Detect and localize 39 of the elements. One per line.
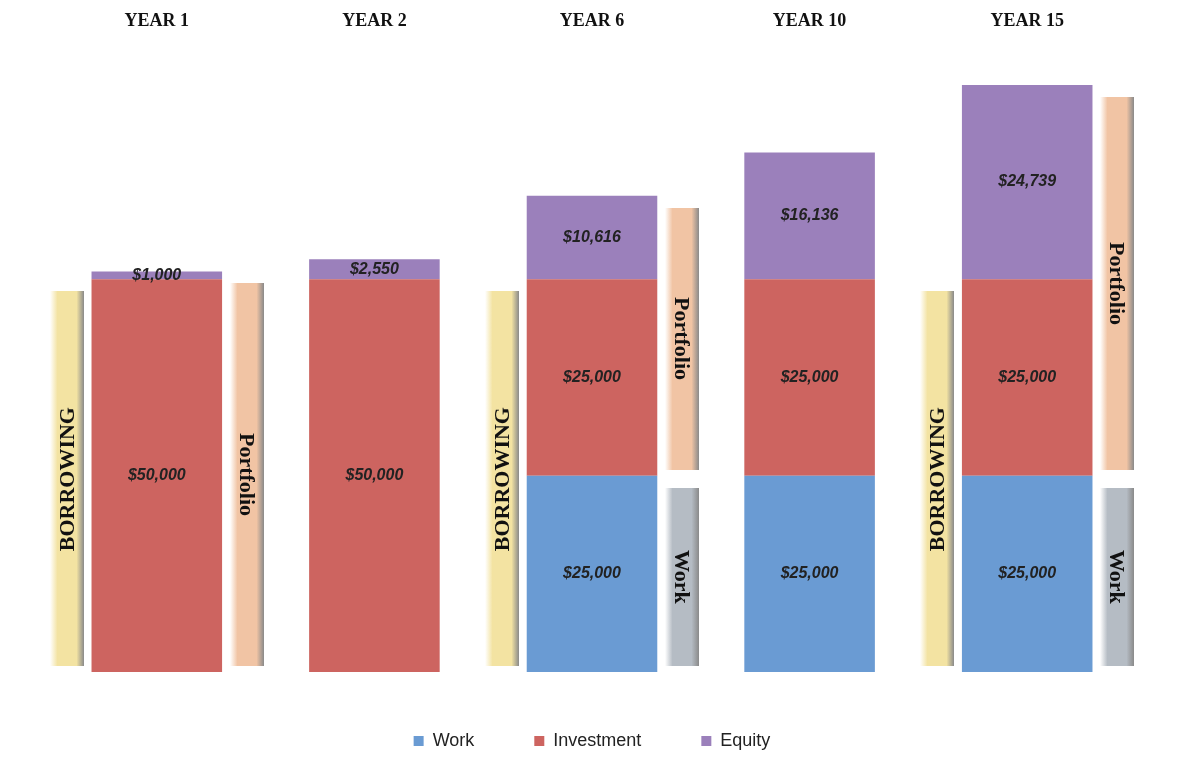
bar xyxy=(309,279,440,672)
bar xyxy=(526,279,658,476)
annotation: BORROWING xyxy=(488,406,515,551)
x-tick-label: YEAR 15 xyxy=(990,10,1064,31)
annotation: Portfolio xyxy=(1104,241,1131,325)
data-label: $1,000 xyxy=(131,265,182,283)
bar xyxy=(744,152,875,280)
x-tick-label: YEAR 10 xyxy=(772,10,847,31)
bar xyxy=(526,475,658,672)
annotation: Work xyxy=(669,549,696,604)
x-tick-label: YEAR 6 xyxy=(559,10,625,31)
data-label: $2,550 xyxy=(348,259,399,277)
bar xyxy=(744,279,875,476)
data-label: $50,000 xyxy=(126,466,186,484)
data-label: $10,616 xyxy=(562,227,622,245)
annotation: Portfolio xyxy=(669,297,696,381)
legend-label: Investment xyxy=(553,729,642,750)
annotation: BORROWING xyxy=(53,406,80,551)
data-label: $25,000 xyxy=(779,367,839,385)
x-tick-label: YEAR 2 xyxy=(342,10,407,31)
data-label: $25,000 xyxy=(562,564,622,582)
annotation: Portfolio xyxy=(234,433,261,517)
x-tick-label: YEAR 1 xyxy=(124,10,190,31)
bar xyxy=(961,84,1093,280)
bar xyxy=(744,475,875,672)
data-label: $50,000 xyxy=(344,466,404,484)
legend-label: Work xyxy=(432,729,476,750)
data-label: $25,000 xyxy=(779,564,839,582)
legend-label: Equity xyxy=(720,729,771,750)
annotation: Work xyxy=(1104,549,1131,604)
annotation: BORROWING xyxy=(923,406,950,551)
data-label: $16,136 xyxy=(779,206,839,224)
data-label: $24,739 xyxy=(997,172,1057,190)
data-label: $25,000 xyxy=(997,367,1057,385)
bar xyxy=(961,475,1093,672)
bar xyxy=(526,195,658,280)
bar xyxy=(961,279,1093,476)
data-label: $25,000 xyxy=(562,367,622,385)
data-label: $25,000 xyxy=(997,564,1057,582)
